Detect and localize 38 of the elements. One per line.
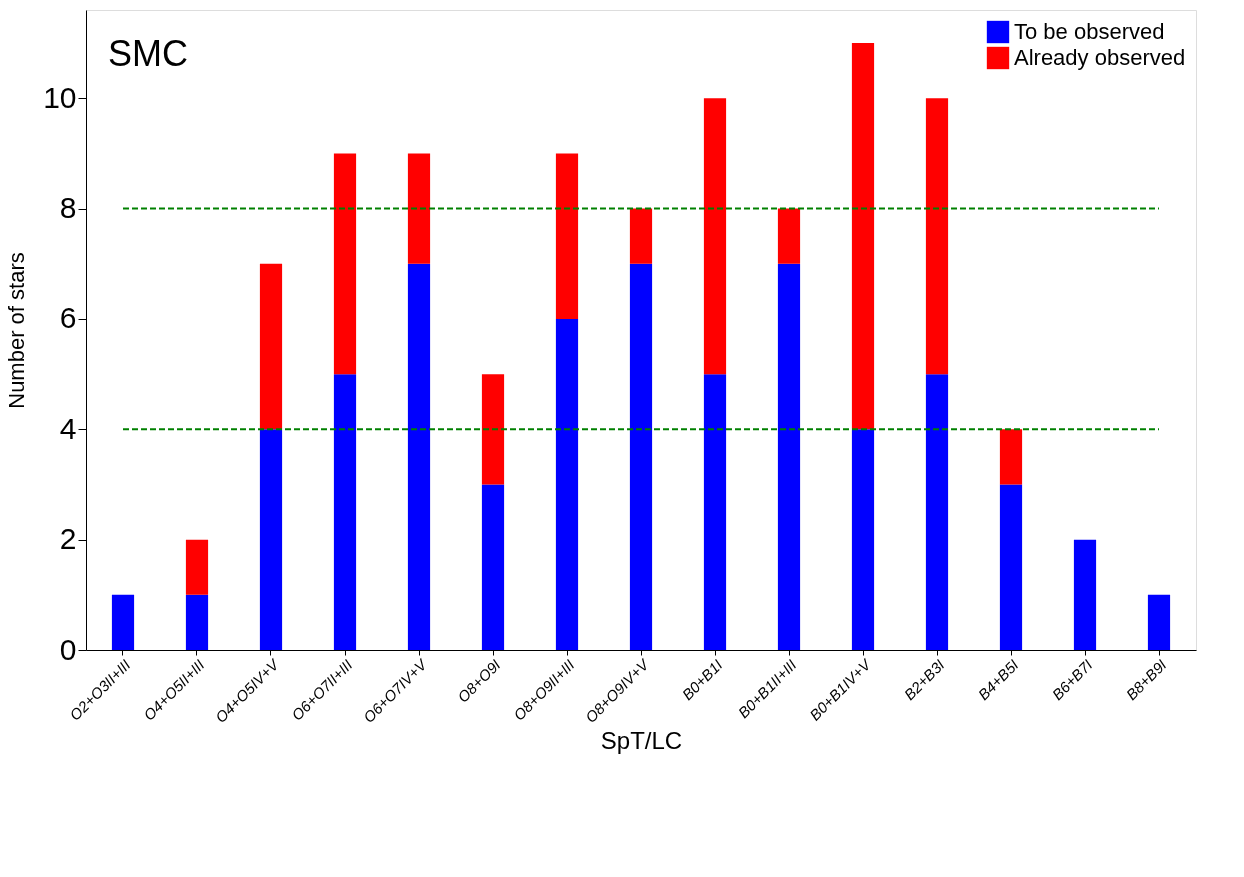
legend-label: To be observed [1014,19,1165,44]
legend-label: Already observed [1014,45,1186,70]
bar [777,263,801,650]
bar [1073,539,1097,650]
bar [925,374,949,650]
bar [703,374,727,650]
bar [555,318,579,650]
bar [481,374,505,485]
bar [111,594,135,650]
y-tick-label: 0 [59,632,77,666]
y-tick-label: 10 [43,80,77,114]
bar [999,484,1023,650]
bar [851,43,875,430]
bar [407,263,431,650]
y-tick-label: 4 [59,411,77,445]
bar [629,208,653,264]
bar [333,153,357,375]
bar [185,594,209,650]
x-axis-title: SpT/LC [600,726,683,754]
bar [777,208,801,264]
bar [333,374,357,650]
bar [999,429,1023,485]
y-axis-title: Number of stars [4,252,30,409]
bar [629,263,653,650]
annotation: SMC [108,33,188,74]
y-tick-label: 8 [59,191,77,225]
bar [481,484,505,650]
bar [555,153,579,319]
bar [407,153,431,264]
bar [703,98,727,375]
y-tick-label: 2 [59,522,77,556]
bar [259,429,283,650]
bar [925,98,949,375]
bar [1147,594,1171,650]
y-tick-label: 6 [59,301,77,335]
bar [851,429,875,650]
bar [185,539,209,595]
bar [259,263,283,430]
